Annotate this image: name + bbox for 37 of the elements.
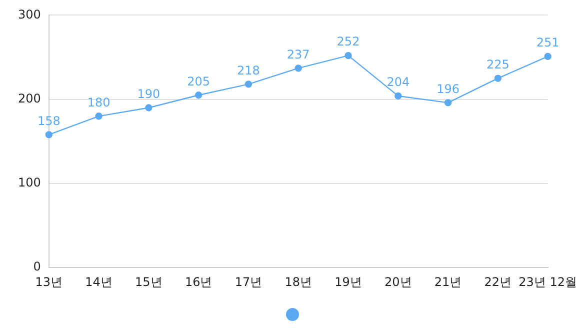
data-label: 251 xyxy=(536,36,560,50)
data-label: 218 xyxy=(237,63,260,78)
x-tick-label: 22년 xyxy=(484,274,512,289)
x-tick-label: 18년 xyxy=(284,274,312,289)
point xyxy=(145,104,152,112)
x-tick-label: 21년 xyxy=(434,274,462,289)
y-tick-label: 100 xyxy=(18,176,41,190)
data-label: 225 xyxy=(486,57,510,72)
y-tick-label: 0 xyxy=(33,260,41,274)
data-label: 205 xyxy=(187,74,210,88)
point xyxy=(544,52,552,60)
point xyxy=(344,52,352,60)
y-tick-label: 200 xyxy=(18,91,41,106)
data-label: 158 xyxy=(37,114,60,128)
y-tick-label: 300 xyxy=(18,7,41,22)
point xyxy=(294,64,302,72)
x-tick-label: 19년 xyxy=(334,274,362,289)
data-label: 252 xyxy=(336,34,360,49)
x-tick-label: 16년 xyxy=(184,274,212,289)
x-tick-label: 23년 12월 xyxy=(518,274,578,289)
data-label: 237 xyxy=(286,47,310,62)
x-tick-label: 14년 xyxy=(85,274,112,289)
data-label: 180 xyxy=(87,95,110,110)
point xyxy=(194,92,202,99)
point xyxy=(394,92,402,100)
x-tick-label: 13년 xyxy=(35,274,63,289)
x-tick-label: 20년 xyxy=(384,274,412,289)
point xyxy=(95,112,102,120)
point xyxy=(244,80,252,88)
data-label: 196 xyxy=(436,82,460,96)
data-label: 190 xyxy=(137,86,160,101)
point xyxy=(494,74,502,82)
point xyxy=(45,131,53,138)
point xyxy=(444,99,452,106)
x-tick-label: 17년 xyxy=(234,274,262,289)
x-tick-label: 15년 xyxy=(135,274,162,289)
data-label: 204 xyxy=(386,75,410,90)
